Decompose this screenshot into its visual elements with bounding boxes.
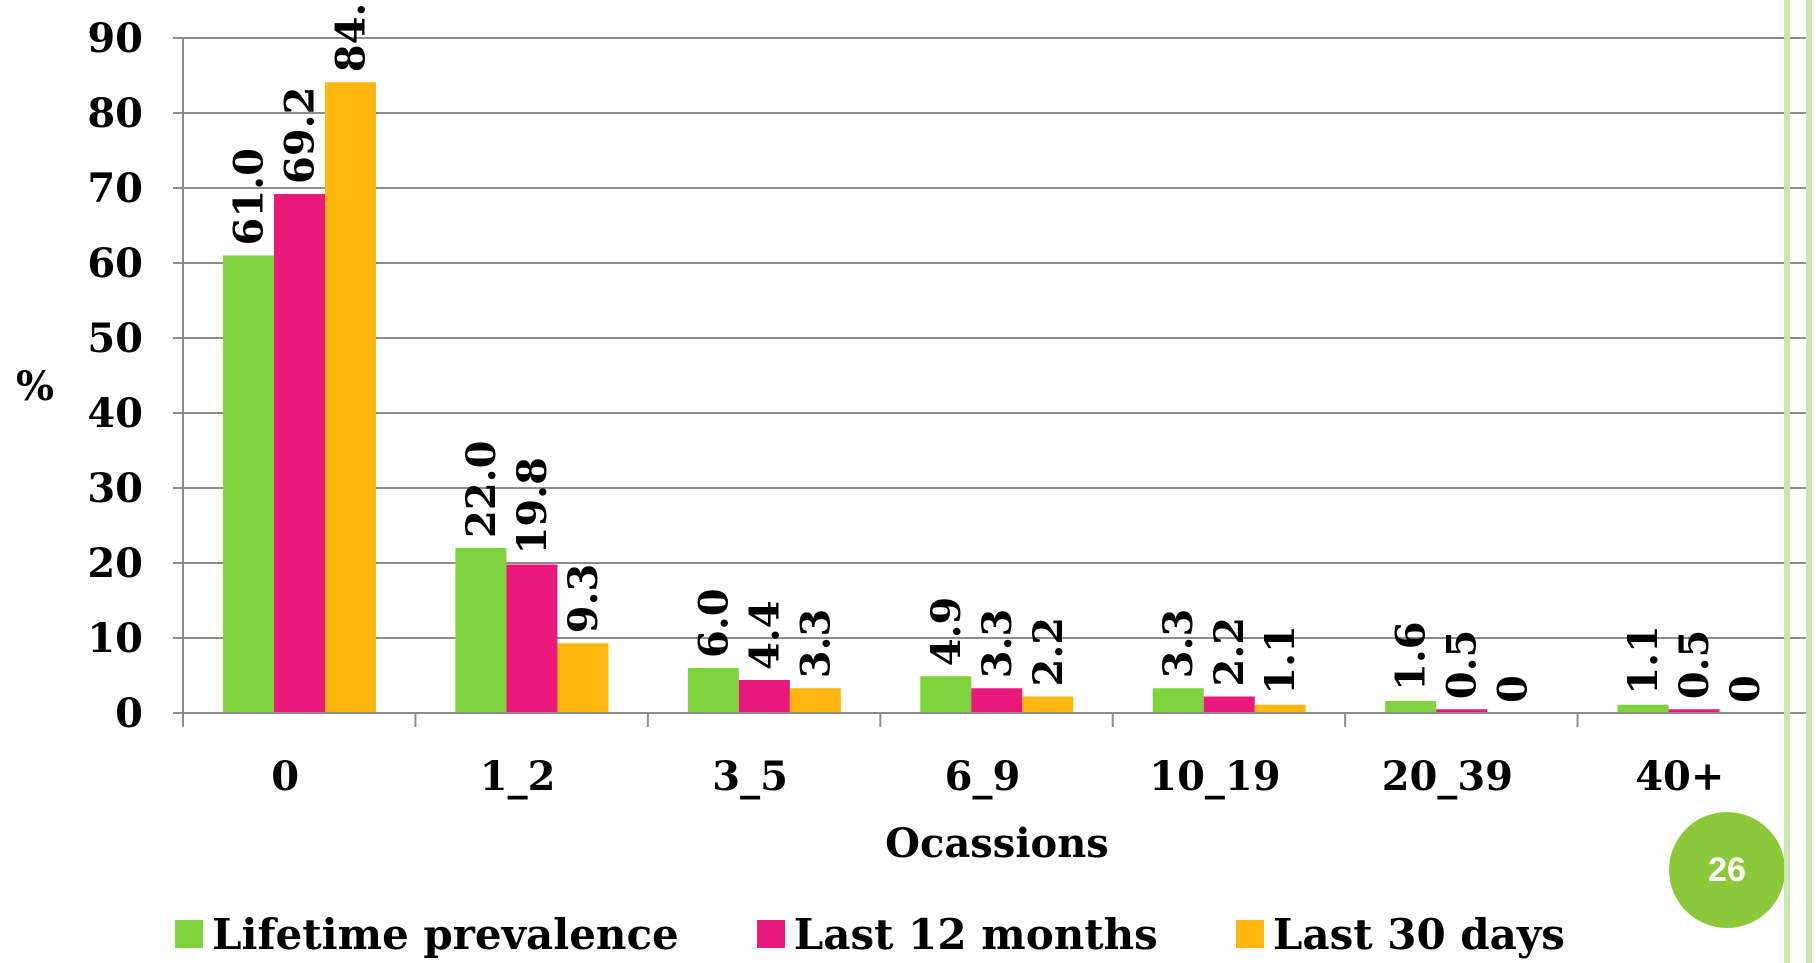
bar-last-30-days bbox=[557, 643, 609, 713]
data-label: 1.1 bbox=[1620, 625, 1667, 695]
legend-swatch-30-days bbox=[1235, 920, 1264, 948]
legend-item-30-days: Last 30 days bbox=[1235, 909, 1565, 959]
data-label: 1.1 bbox=[1257, 625, 1304, 695]
data-label: 0.5 bbox=[1671, 630, 1718, 700]
y-tick-label: 70 bbox=[87, 165, 143, 212]
bar-lifetime-prevalence bbox=[1617, 704, 1669, 713]
gridlines bbox=[183, 37, 1810, 639]
bar-last-30-days bbox=[789, 688, 841, 713]
slide-edge-bar bbox=[1784, 0, 1790, 963]
data-label: 4.9 bbox=[923, 597, 970, 667]
y-axis-title: % bbox=[16, 363, 54, 410]
x-tick-label: 1_2 bbox=[480, 753, 556, 800]
y-tick-label: 60 bbox=[87, 240, 143, 287]
data-label: 3.3 bbox=[792, 609, 839, 679]
bar-last-12-months bbox=[1203, 696, 1255, 713]
data-label: 3.3 bbox=[1155, 609, 1202, 679]
data-label: 1.6 bbox=[1388, 621, 1435, 691]
legend-swatch-12-months bbox=[756, 920, 785, 948]
data-label: 69.2 bbox=[277, 87, 324, 184]
data-label: 0 bbox=[1722, 675, 1769, 703]
x-tick-label: 0 bbox=[271, 753, 299, 800]
y-axis-ticks: 0 10 20 30 40 50 60 70 80 90 bbox=[87, 15, 184, 737]
bar-last-12-months bbox=[1436, 709, 1488, 713]
x-tick-label: 10_19 bbox=[1149, 753, 1280, 800]
data-label: 84.1 bbox=[328, 0, 375, 72]
data-label: 19.8 bbox=[509, 457, 556, 554]
legend-swatch-lifetime bbox=[175, 920, 203, 948]
bar-last-30-days bbox=[325, 82, 376, 713]
y-tick-label: 20 bbox=[87, 540, 143, 587]
bar-lifetime-prevalence bbox=[920, 676, 972, 713]
bar-last-30-days bbox=[1254, 704, 1306, 713]
x-axis: 0 1_2 3_5 6_9 10_19 20_39 40+ bbox=[182, 712, 1811, 800]
data-label: 61.0 bbox=[226, 148, 273, 245]
legend-label-12-months: Last 12 months bbox=[793, 909, 1158, 959]
data-label: 6.0 bbox=[690, 588, 737, 658]
bar-last-12-months bbox=[738, 680, 790, 713]
y-tick-label: 30 bbox=[87, 465, 143, 512]
bar-lifetime-prevalence bbox=[1152, 688, 1204, 713]
data-labels: 61.069.284.122.0 19.89.3 6.0 4.4 3.3 4.9 3.3 2.… bbox=[226, 0, 1770, 703]
bar-last-30-days bbox=[1022, 696, 1074, 713]
legend-label-30-days: Last 30 days bbox=[1272, 909, 1565, 959]
data-label: 4.4 bbox=[741, 600, 788, 670]
bars bbox=[223, 82, 1720, 713]
data-label: 2.2 bbox=[1206, 617, 1253, 687]
y-tick-label: 40 bbox=[87, 390, 143, 437]
y-tick-label: 90 bbox=[87, 15, 143, 62]
bar-lifetime-prevalence bbox=[223, 255, 274, 713]
data-label: 0.5 bbox=[1439, 630, 1486, 700]
data-label: 9.3 bbox=[560, 564, 607, 634]
bar-last-12-months bbox=[506, 564, 558, 713]
x-tick-label: 20_39 bbox=[1382, 753, 1513, 800]
page-number-badge: 26 bbox=[1669, 812, 1785, 928]
data-label: 3.3 bbox=[974, 609, 1021, 679]
bar-last-12-months bbox=[274, 194, 325, 713]
data-label: 0 bbox=[1490, 675, 1537, 703]
y-tick-label: 10 bbox=[87, 615, 143, 662]
bar-lifetime-prevalence bbox=[687, 668, 739, 713]
bar-last-12-months bbox=[971, 688, 1023, 713]
bar-lifetime-prevalence bbox=[1385, 701, 1437, 713]
legend-label-lifetime: Lifetime prevalence bbox=[212, 909, 679, 959]
legend-item-12-months: Last 12 months bbox=[756, 909, 1158, 959]
x-tick-label: 3_5 bbox=[712, 753, 788, 800]
y-tick-label: 80 bbox=[87, 90, 143, 137]
data-label: 22.0 bbox=[458, 441, 505, 538]
slide-edge-bar bbox=[1806, 0, 1812, 963]
legend-item-lifetime: Lifetime prevalence bbox=[175, 910, 679, 959]
bar-last-12-months bbox=[1668, 709, 1720, 713]
data-label: 2.2 bbox=[1025, 617, 1072, 687]
x-tick-label: 40+ bbox=[1635, 753, 1724, 800]
x-axis-title: Ocassions bbox=[885, 820, 1109, 867]
x-tick-label: 6_9 bbox=[945, 753, 1021, 800]
bar-lifetime-prevalence bbox=[455, 548, 507, 713]
y-tick-label: 0 bbox=[115, 690, 143, 737]
legend: Lifetime prevalence Last 12 months Last … bbox=[175, 906, 1643, 962]
y-tick-label: 50 bbox=[87, 315, 143, 362]
